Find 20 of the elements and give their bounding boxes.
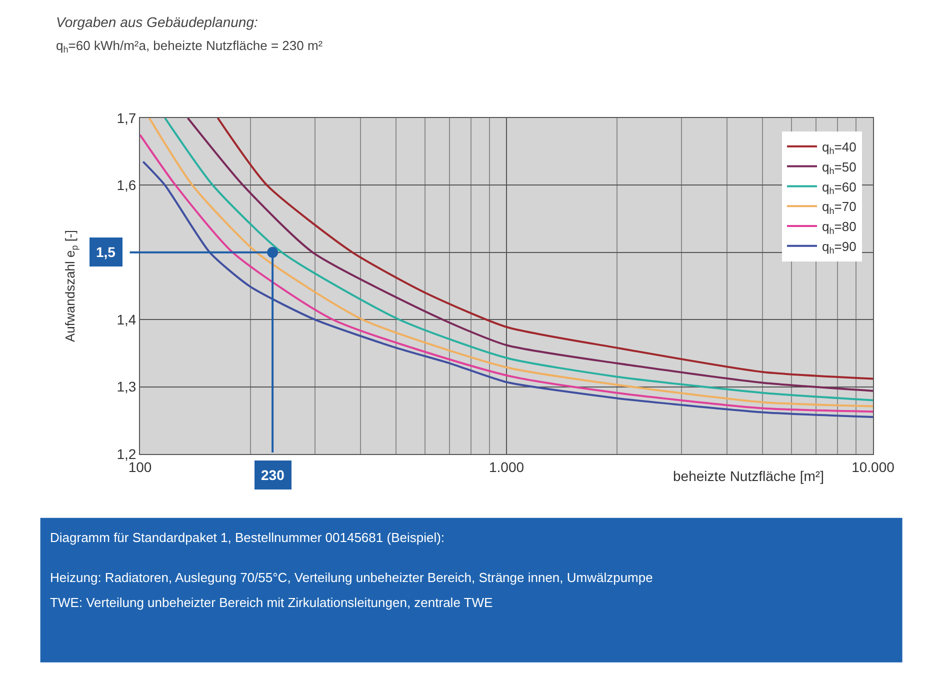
y-tick-label: 1,6 <box>116 177 136 194</box>
y-tick-label: 1,3 <box>116 378 136 395</box>
text: Diagramm für Standardpaket 1, Bestellnummer 00145681 (Beispiel): <box>50 530 445 545</box>
x-tick-label: 10.000 <box>852 458 895 475</box>
x-axis-title: beheizte Nutzfläche [m²] <box>673 468 824 484</box>
ref-line-label: 230 <box>261 467 285 483</box>
legend-label: q$_{h}$=80 <box>822 219 856 236</box>
legend-label: q$_{h}$=40 <box>822 139 856 156</box>
legend-label: q$_{h}$=60 <box>822 179 856 196</box>
legend-label: q$_{h}$=70 <box>822 199 856 216</box>
legend-label: q$_{h}$=50 <box>822 159 856 176</box>
y-tick-label: 1,4 <box>116 312 136 328</box>
y-tick-label: 1,7 <box>116 110 136 126</box>
legend-label: q$_{h}$=90 <box>822 238 856 256</box>
ref-line-label: 1,5 <box>96 244 116 260</box>
text: TWE: Verteilung unbeheizter Bereich mit Zirkulationsleitungen, zentrale TWE <box>50 595 494 610</box>
chart-title: Vorgaben aus Gebäudeplanung: <box>56 14 258 30</box>
text: Heizung: Radiatoren, Auslegung 70/55°C, Verteilung unbeheizter Bereich, Stränge innen, Umwälzpumpe <box>50 570 653 585</box>
chart-subtitle: q$_{h}$=60 kWh/m²a, beheizte Nutzfläche = 230 m² <box>56 38 324 55</box>
x-tick-label: 1.000 <box>488 458 524 475</box>
